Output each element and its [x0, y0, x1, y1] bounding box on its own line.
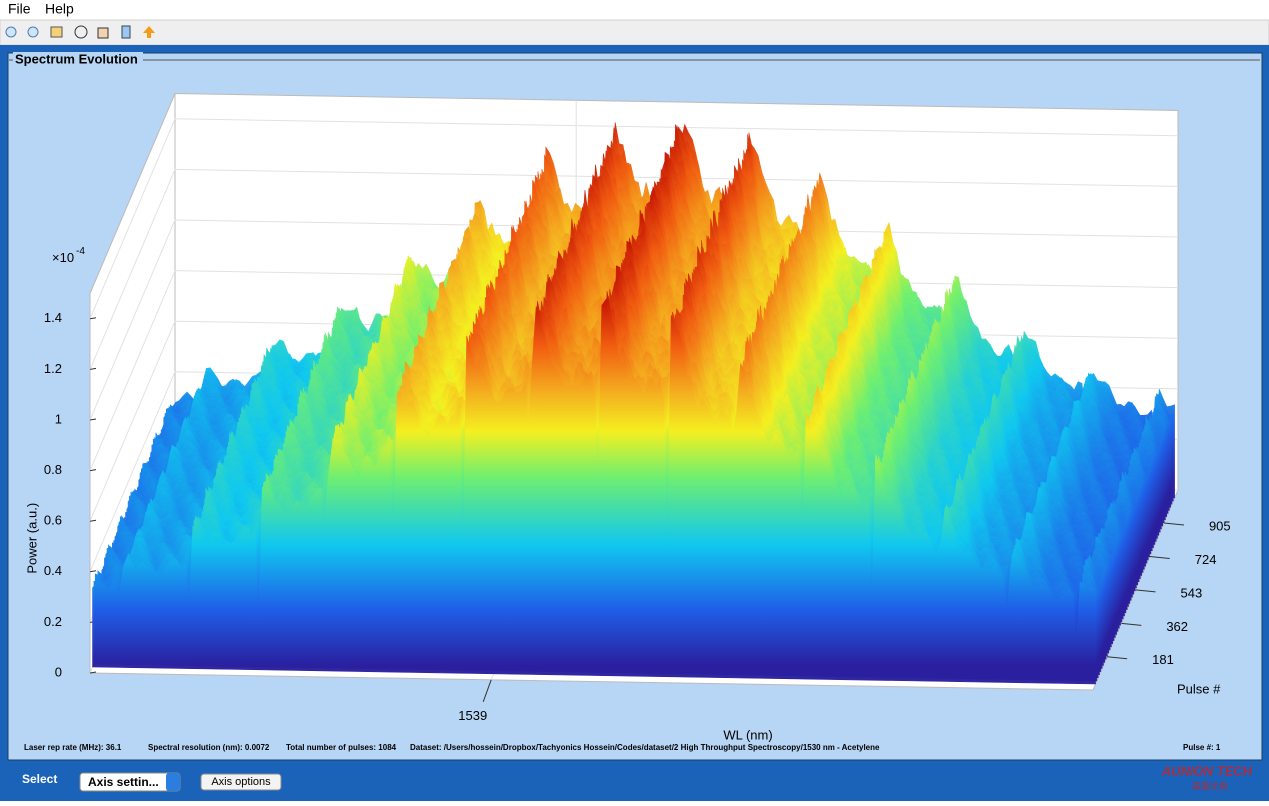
tick-mark [1149, 555, 1170, 559]
menu-bar [0, 0, 1269, 20]
datatip-icon[interactable] [121, 25, 131, 39]
pan-icon[interactable] [50, 26, 63, 38]
button[interactable] [200, 773, 282, 791]
menu-item[interactable]: Help [45, 1, 74, 17]
tick-mark [89, 519, 97, 522]
z-tick-label: 0 [55, 664, 62, 679]
button-text[interactable]: Axis options [211, 776, 271, 788]
y-tick-label: 362 [1166, 619, 1188, 634]
y-tick-label: 181 [1152, 652, 1174, 667]
plot: 0 0.2 0.4 0.6 0.8 1 1.2 1.4 1539 181 362 543 724 905 P… [24, 92, 1231, 742]
z-tick-label: 1.4 [44, 310, 62, 325]
status-text: Laser rep rate (MHz): 36.1 [24, 743, 122, 752]
x-axis-label: WL (nm) [723, 727, 772, 742]
z-tick-label: 0.6 [44, 513, 62, 528]
zoom-out-icon[interactable] [27, 26, 39, 38]
tick-mark [1163, 522, 1185, 526]
tick-mark [89, 469, 97, 472]
z-tick-label: 1 [55, 411, 62, 426]
menu-item[interactable]: File [8, 1, 31, 17]
z-multiplier: ×10 [52, 250, 74, 265]
grid-line [89, 219, 1179, 421]
tick-mark [482, 679, 492, 702]
tick-mark [89, 570, 97, 573]
hand-icon[interactable] [97, 27, 109, 39]
grid-line [89, 118, 1179, 319]
status-text: Pulse #: 1 [1183, 743, 1221, 752]
status-text: Dataset: /Users/hossein/Dropbox/Tachyoni… [410, 743, 880, 752]
tick-mark [89, 367, 97, 370]
tick-mark [1121, 622, 1142, 626]
toolbar-icons [5, 25, 155, 39]
y-tick-label: 905 [1209, 518, 1231, 533]
rotate-icon[interactable] [74, 25, 88, 39]
select-label: Select [22, 772, 57, 786]
y-axis-label: Pulse # [1177, 681, 1221, 696]
x-tick-label: 1539 [458, 708, 487, 723]
status-bar: Laser rep rate (MHz): 36.1 Spectral reso… [24, 743, 1221, 752]
tick-mark [89, 317, 97, 320]
toolbar [0, 19, 1269, 46]
tick-mark [89, 418, 97, 421]
watermark: AUNION TECH [1161, 763, 1253, 778]
z-multiplier-exponent: -4 [76, 246, 85, 257]
export-icon[interactable] [143, 26, 155, 38]
y-tick-label: 543 [1181, 585, 1203, 600]
grid-line [89, 168, 1179, 370]
z-tick-label: 0.8 [44, 462, 62, 477]
zoom-in-icon[interactable] [5, 26, 17, 38]
surface-slice [92, 299, 1096, 685]
status-text: Spectral resolution (nm): 0.0072 [148, 743, 270, 752]
z-tick-label: 1.2 [44, 361, 62, 376]
y-tick-label: 724 [1195, 552, 1217, 567]
z-tick-label: 0.4 [44, 563, 62, 578]
z-axis-label: Power (a.u.) [24, 503, 39, 574]
panel-title-bg [13, 52, 143, 68]
tick-mark [1135, 589, 1156, 593]
dropdown-arrow[interactable] [166, 773, 180, 791]
tick-mark [1107, 656, 1128, 660]
tick-mark [89, 671, 97, 674]
panel-title: Spectrum Evolution [15, 51, 138, 66]
status-text: Total number of pulses: 1084 [286, 743, 397, 752]
watermark: 昊量光电 [1192, 780, 1228, 791]
z-tick-label: 0.2 [44, 614, 62, 629]
dropdown-text[interactable]: Axis settin... [88, 775, 159, 789]
